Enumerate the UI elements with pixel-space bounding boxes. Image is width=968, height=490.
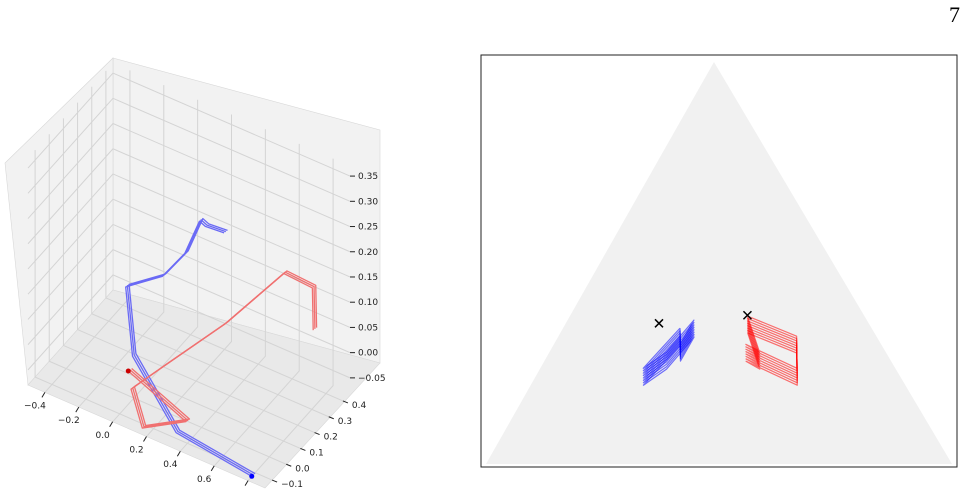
floor-pane — [27, 289, 381, 489]
trajectories — [642, 315, 798, 386]
x-tick-label: 0.6 — [197, 475, 212, 485]
red-trajectory — [745, 320, 798, 374]
grid-line — [27, 223, 351, 328]
fixed-points — [654, 310, 752, 328]
page-number: 7 — [949, 2, 960, 27]
x-tick-label: 0.2 — [129, 446, 143, 456]
grid-lines — [27, 70, 351, 481]
x-tick — [75, 406, 80, 413]
simplex-triangle — [486, 62, 952, 464]
grid-line — [27, 198, 351, 303]
red-trajectory — [745, 327, 798, 381]
z-tick-label: −0.05 — [358, 374, 386, 384]
y-tick-label: 0.1 — [309, 448, 323, 458]
z-tick-label: 0.10 — [358, 298, 378, 308]
x-tick — [109, 421, 114, 428]
z-tick-label: 0.05 — [358, 323, 378, 333]
y-tick — [342, 400, 349, 404]
blue-trajectory — [128, 217, 256, 475]
x-tick — [176, 450, 181, 457]
red-trajectory — [745, 317, 798, 372]
z-tick-label: 0.25 — [358, 223, 378, 233]
y-tick-label: 0.2 — [324, 433, 338, 443]
x-tick — [41, 392, 46, 398]
blue-endpoint — [249, 473, 255, 479]
grid-line — [34, 150, 273, 481]
grid-line — [247, 158, 334, 481]
z-tick-label: 0.30 — [358, 197, 378, 207]
grid-line — [179, 129, 266, 452]
red-trajectory — [745, 315, 798, 369]
z-tick-label: 0.15 — [358, 273, 378, 283]
grid-line — [27, 122, 351, 227]
3d-trajectory-plot: −0.4−0.20.00.20.40.60.8−0.10.00.10.20.30… — [4, 57, 386, 490]
red-trajectory — [745, 325, 798, 379]
grid-line — [213, 143, 300, 467]
blue-trajectory — [126, 219, 254, 476]
grid-line — [62, 118, 301, 449]
z-tick-label: 0.00 — [358, 349, 378, 359]
red-trajectory — [131, 270, 318, 427]
y-tick — [314, 432, 320, 436]
grid-line — [78, 85, 165, 408]
y-tick-label: 0.3 — [338, 417, 352, 427]
trajectories — [125, 217, 318, 479]
grid-line — [27, 72, 351, 177]
x-tick-label: 0.4 — [163, 460, 178, 470]
red-trajectory — [745, 322, 798, 377]
z-tick-label: 0.35 — [358, 172, 378, 182]
grid-line — [27, 173, 351, 278]
y-tick-label: 0.4 — [352, 401, 367, 411]
grid-line — [91, 86, 329, 418]
ternary-trajectory-plot — [480, 54, 958, 468]
y-tick — [328, 416, 334, 420]
x-tick-label: −0.4 — [24, 401, 46, 411]
fixed-point-marker — [742, 310, 752, 320]
grid-line — [27, 249, 351, 354]
grid-line — [112, 99, 199, 423]
x-tick-label: −0.2 — [58, 416, 80, 426]
red-endpoint — [125, 368, 131, 374]
axis-ticks: −0.4−0.20.00.20.40.60.8−0.10.00.10.20.30… — [24, 172, 386, 490]
blue-trajectory — [125, 220, 253, 477]
x-tick — [143, 436, 147, 442]
grid-line — [27, 97, 351, 202]
red-trajectory — [745, 329, 798, 384]
y-tick — [286, 463, 292, 467]
x-tick-label: 0.0 — [95, 431, 110, 441]
z-tick-label: 0.20 — [358, 248, 378, 258]
y-tick-label: 0.0 — [295, 464, 310, 474]
x-tick — [210, 465, 215, 472]
y-tick — [271, 479, 278, 483]
x-tick — [244, 480, 249, 486]
grid-line — [105, 70, 344, 402]
grid-line — [48, 134, 287, 465]
grid-line — [146, 114, 232, 437]
red-trajectory — [745, 332, 798, 386]
grid-line — [77, 102, 315, 434]
y-tick-label: −0.1 — [281, 480, 303, 490]
blue-trajectory — [642, 319, 695, 369]
grid-line — [27, 274, 351, 379]
y-tick — [300, 447, 306, 451]
fixed-point-marker — [654, 318, 664, 328]
grid-line — [27, 148, 351, 253]
